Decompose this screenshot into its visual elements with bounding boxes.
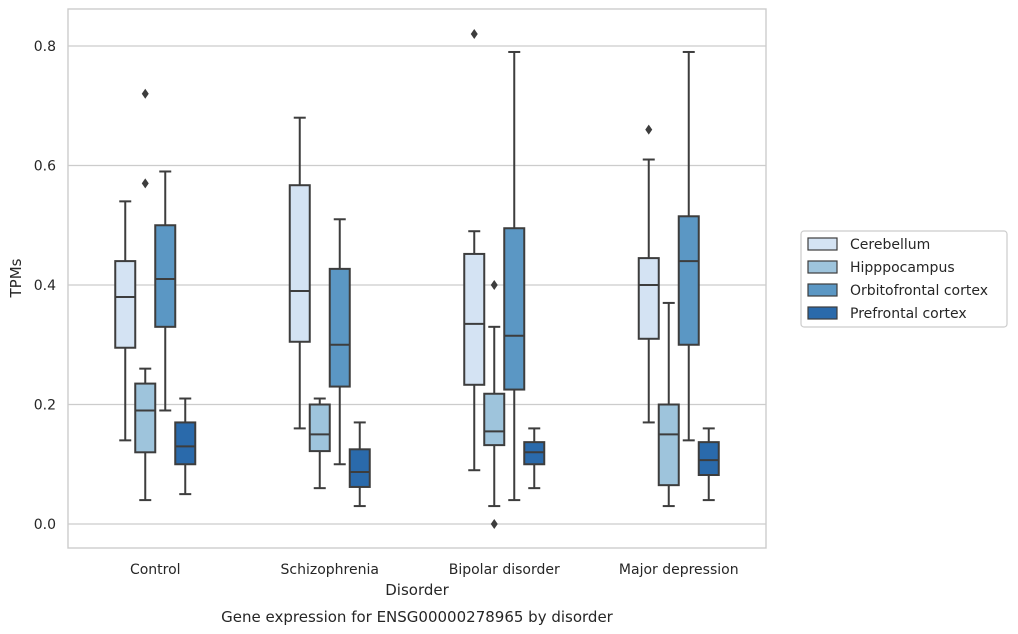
y-tick-label: 0.8: [34, 39, 56, 55]
box-4-3: [523, 427, 546, 490]
plot-frame: [67, 8, 767, 549]
iqr-box: [288, 184, 311, 343]
iqr-box: [134, 382, 157, 454]
outlier-point: [490, 280, 498, 290]
iqr-box: [657, 403, 680, 487]
box-3-1: [154, 170, 177, 412]
legend-item: Orbitofrontal cortex: [807, 283, 988, 299]
box-4-4: [697, 427, 720, 502]
outlier-point: [470, 29, 478, 40]
x-tick-label: Major depression: [619, 562, 739, 578]
box-3-4: [677, 50, 700, 442]
legend-frame: [800, 230, 1008, 328]
iqr-box: [174, 421, 197, 466]
iqr-box: [328, 267, 351, 388]
box-2-3: [483, 280, 506, 529]
box-1-1: [114, 200, 137, 442]
box-1-4: [637, 124, 660, 424]
y-tick-label: 0.2: [34, 398, 56, 414]
iqr-box: [677, 215, 700, 346]
x-tick-label: Control: [130, 562, 181, 578]
legend-swatch: [807, 237, 838, 251]
iqr-box: [483, 392, 506, 447]
outlier-point: [141, 178, 149, 189]
box-2-2: [308, 397, 331, 490]
legend-label: Hipppocampus: [850, 260, 955, 276]
legend-swatch: [807, 306, 838, 320]
box-4-1: [174, 397, 197, 496]
x-tick-label: Bipolar disorder: [449, 562, 560, 578]
legend-item: Prefrontal cortex: [807, 306, 967, 322]
legend-swatch: [807, 283, 838, 297]
box-2-4: [657, 301, 680, 508]
iqr-box: [308, 403, 331, 453]
outlier-point: [490, 519, 498, 529]
iqr-box: [503, 227, 526, 391]
box-1-2: [288, 116, 311, 430]
y-tick-label: 0.0: [34, 517, 56, 533]
legend-label: Prefrontal cortex: [850, 306, 967, 322]
y-tick-label: 0.6: [34, 159, 56, 175]
legend-swatch: [807, 260, 838, 274]
outlier-point: [645, 124, 653, 135]
legend: Cerebellum Hipppocampus Orbitofrontal cort…: [800, 230, 1008, 328]
box-3-3: [503, 50, 526, 502]
box-4-2: [348, 421, 371, 508]
iqr-box: [463, 252, 486, 386]
x-tick-labels: Control Schizophrenia Bipolar disorder Majo…: [130, 562, 739, 578]
box-2-1: [134, 88, 157, 502]
legend-label: Orbitofrontal cortex: [850, 283, 988, 299]
box-1-3: [463, 29, 486, 472]
box-3-2: [328, 218, 351, 466]
iqr-box: [637, 257, 660, 340]
iqr-box: [114, 260, 137, 349]
y-axis-label: TPMs: [7, 258, 25, 298]
iqr-box: [154, 224, 177, 328]
y-tick-label: 0.4: [34, 278, 56, 294]
legend-item: Cerebellum: [807, 237, 930, 253]
outlier-point: [141, 88, 149, 99]
x-tick-label: Schizophrenia: [281, 562, 379, 578]
iqr-box: [697, 441, 720, 477]
legend-item: Hipppocampus: [807, 260, 955, 276]
y-tick-labels: 0.0 0.2 0.4 0.6 0.8: [34, 39, 56, 533]
x-axis-label: Disorder: [385, 581, 449, 599]
iqr-box: [348, 448, 371, 488]
chart-title: Gene expression for ENSG00000278965 by d…: [221, 608, 614, 626]
box-groups: [114, 29, 720, 529]
legend-label: Cerebellum: [850, 237, 930, 253]
